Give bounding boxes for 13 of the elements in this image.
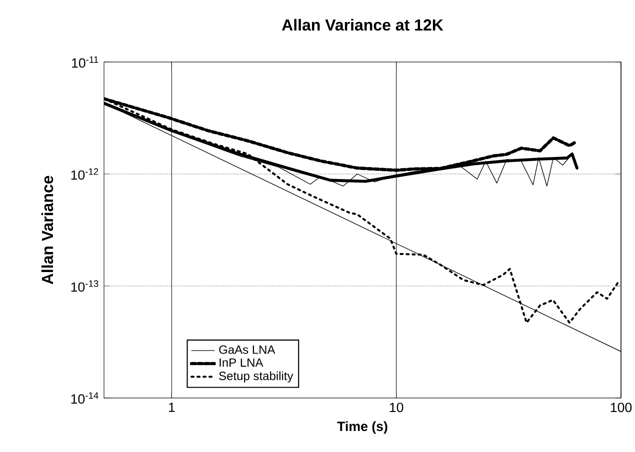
chart-title: Allan Variance at 12K — [282, 18, 444, 31]
x-tick-label: 10 — [390, 402, 404, 412]
y-tick-label: 10$^{-12}$ — [71, 168, 98, 180]
legend-label: Setup stability — [219, 371, 294, 383]
legend-label: InP LNA — [220, 358, 264, 367]
x-axis-title: Time (s) — [337, 421, 388, 434]
x-tick-label: 1 — [168, 402, 175, 412]
x-tick-label: 100 — [610, 402, 632, 412]
y-axis-title: Allan Variance — [41, 176, 54, 284]
y-tick-label: 10$^{-14}$ — [71, 392, 98, 404]
legend-label: GaAs LNA — [219, 345, 276, 354]
y-tick-label: 10$^{-11}$ — [72, 56, 98, 68]
y-tick-label: 10$^{-13}$ — [71, 280, 98, 292]
